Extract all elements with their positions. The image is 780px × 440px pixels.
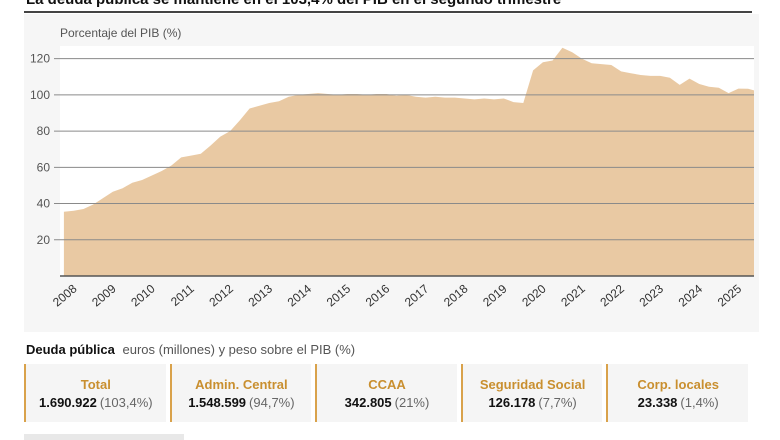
x-tick-label: 2015: [324, 281, 354, 309]
card-total: Total 1.690.922 (103,4%): [24, 364, 166, 422]
card-pct: (94,7%): [249, 394, 295, 410]
x-tick-label: 2011: [168, 281, 197, 309]
summary-cards: Total 1.690.922 (103,4%) Admin. Central 1…: [24, 364, 748, 422]
summary-title: Deuda pública: [26, 342, 115, 357]
y-tick-label: 120: [30, 52, 50, 66]
card-value: 23.338 (1,4%): [638, 395, 719, 410]
card-pct: (7,7%): [538, 394, 577, 410]
chart-area: Porcentaje del PIB (%) 20 40 60 80 100 120 200…: [24, 14, 759, 332]
x-tick-label: 2025: [715, 281, 745, 309]
card-pct: (1,4%): [680, 394, 719, 410]
y-tick-label: 20: [37, 233, 51, 247]
card-label: Corp. locales: [637, 376, 719, 392]
x-tick-label: 2012: [206, 281, 236, 309]
x-tick-label: 2021: [558, 281, 588, 309]
card-value: 1.690.922 (103,4%): [39, 395, 153, 410]
card-label: Total: [80, 376, 111, 392]
card-amount: 126.178: [488, 394, 536, 410]
x-tick-label: 2024: [676, 281, 706, 309]
x-tick-label: 2008: [50, 281, 80, 309]
card-label: CCAA: [368, 376, 406, 392]
card-ccaa: CCAA 342.805 (21%): [315, 364, 457, 422]
footer-source-placeholder: [24, 434, 184, 440]
card-label: Seguridad Social: [479, 376, 586, 392]
x-tick-label: 2023: [637, 281, 667, 309]
card-pct: (21%): [394, 394, 430, 410]
card-amount: 1.548.599: [188, 394, 247, 410]
y-tick-label: 60: [37, 160, 51, 174]
x-tick-label: 2010: [128, 281, 158, 309]
y-axis-label: Porcentaje del PIB (%): [60, 26, 182, 40]
card-amount: 23.338: [637, 394, 678, 410]
card-value: 126.178 (7,7%): [488, 395, 576, 410]
x-tick-label: 2018: [441, 281, 471, 309]
x-tick-label: 2013: [246, 281, 276, 309]
x-tick-label: 2016: [363, 281, 393, 309]
debt-area-series: [63, 47, 754, 276]
x-tick-label: 2014: [285, 281, 315, 309]
card-label: Admin. Central: [195, 376, 288, 392]
card-amount: 342.805: [344, 394, 392, 410]
card-amount: 1.690.922: [39, 394, 97, 410]
chart-title: La deuda pública se mantiene en el 103,4…: [26, 0, 561, 8]
x-tick-label: 2020: [519, 281, 549, 309]
y-tick-label: 100: [30, 88, 50, 102]
card-seguridad-social: Seguridad Social 126.178 (7,7%): [460, 364, 603, 422]
title-rule: [24, 11, 752, 13]
x-tick-label: 2017: [402, 281, 432, 309]
y-tick-label: 40: [37, 197, 51, 211]
x-tick-label: 2009: [89, 281, 119, 309]
debt-area-chart: 20 40 60 80 100 120 2008 2009 2010 2011 2012 2013 20…: [30, 46, 754, 309]
y-tick-label: 80: [37, 124, 51, 138]
card-value: 342.805 (21%): [345, 395, 430, 410]
card-pct: (103,4%): [99, 394, 153, 410]
x-tick-label: 2019: [480, 281, 510, 309]
x-tick-label: 2022: [597, 281, 627, 309]
summary-subtitle: euros (millones) y peso sobre el PIB (%): [122, 342, 356, 357]
summary-heading: Deuda pública euros (millones) y peso so…: [26, 342, 355, 357]
card-corp-locales: Corp. locales 23.338 (1,4%): [606, 364, 748, 422]
card-value: 1.548.599 (94,7%): [188, 395, 294, 410]
card-admin-central: Admin. Central 1.548.599 (94,7%): [169, 364, 312, 422]
